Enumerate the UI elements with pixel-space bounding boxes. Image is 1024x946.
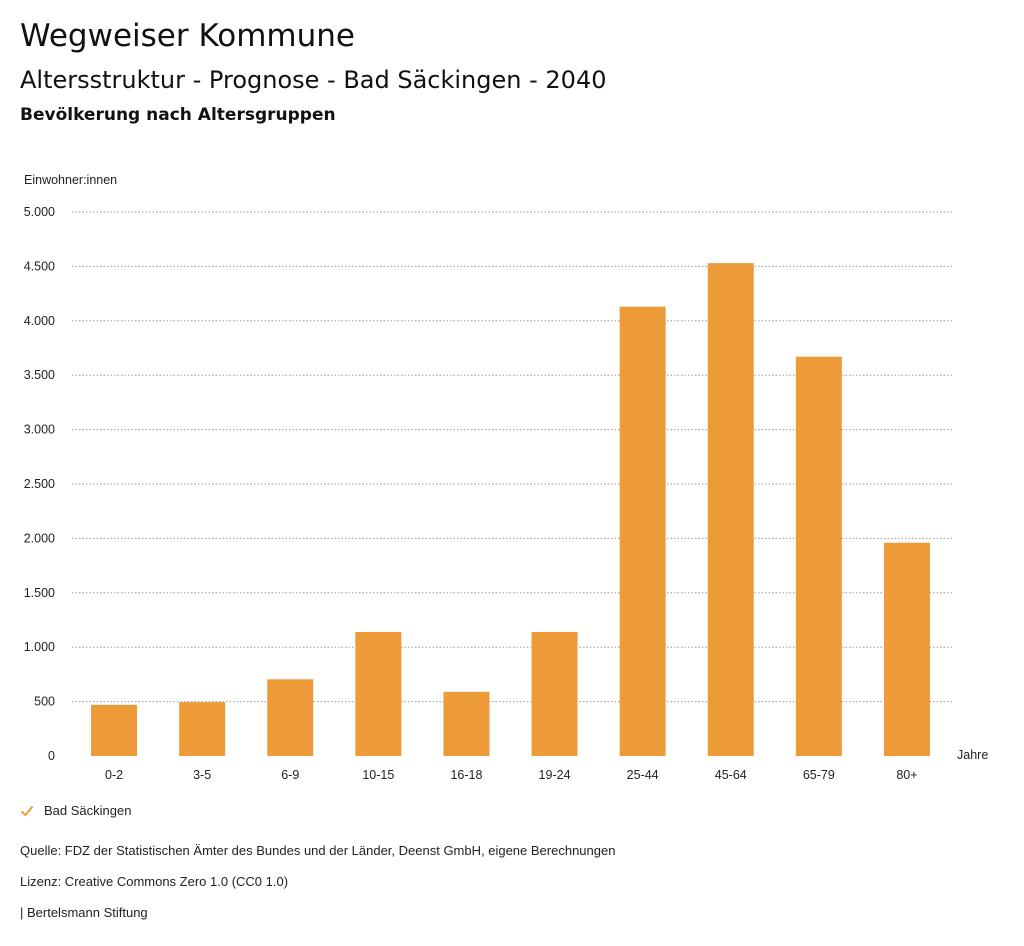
chart-subtitle: Bevölkerung nach Altersgruppen [20,105,336,125]
bar-45-64[interactable] [707,263,754,756]
x-tick-label: 6-9 [281,768,299,782]
x-tick-labels: 0-2 3-5 6-9 10-15 16-18 19-24 25-44 45-64 65-79 8… [105,768,918,782]
chart-title: Altersstruktur - Prognose - Bad Säckinge… [20,66,607,94]
publisher-note: | Bertelsmann Stiftung [20,905,148,920]
legend-label: Bad Säckingen [44,803,132,818]
legend[interactable]: Bad Säckingen [20,803,131,818]
x-tick-label: 16-18 [450,768,482,782]
bar-10-15[interactable] [355,631,402,756]
bar-19-24[interactable] [531,631,578,756]
x-tick-label: 3-5 [193,768,211,782]
license-note: Lizenz: Creative Commons Zero 1.0 (CC0 1… [20,874,289,889]
x-tick-label: 65-79 [803,768,835,782]
bar-0-2[interactable] [91,704,138,756]
y-tick-label: 500 [34,695,55,709]
x-tick-label: 19-24 [539,768,571,782]
x-axis-label: Jahre [957,748,988,762]
y-tick-label: 4.500 [24,259,55,273]
bar-65-79[interactable] [795,356,842,756]
y-tick-label: 0 [48,749,55,763]
bars[interactable] [91,263,930,756]
bar-chart: Einwohner:innen 0 500 1.000 1.500 2.000 2.500… [24,173,989,782]
bar-16-18[interactable] [443,691,490,756]
x-tick-label: 0-2 [105,768,123,782]
y-tick-label: 2.500 [24,477,55,491]
source-note: Quelle: FDZ der Statistischen Ämter des … [20,843,616,858]
y-tick-label: 3.000 [24,423,55,437]
x-tick-label: 10-15 [362,768,394,782]
y-tick-label: 5.000 [24,205,55,219]
page-title: Wegweiser Kommune [20,18,355,54]
y-tick-label: 4.000 [24,314,55,328]
y-axis-label: Einwohner:innen [24,173,117,187]
bar-25-44[interactable] [619,306,666,756]
x-tick-label: 45-64 [715,768,747,782]
y-tick-label: 1.000 [24,640,55,654]
y-tick-label: 3.500 [24,368,55,382]
bar-80+[interactable] [883,542,930,756]
check-icon [20,805,34,816]
y-tick-label: 2.000 [24,531,55,545]
x-tick-label: 80+ [896,768,917,782]
x-tick-label: 25-44 [627,768,659,782]
y-tick-labels: 0 500 1.000 1.500 2.000 2.500 3.000 3.500 4.000 4… [24,205,55,763]
bar-3-5[interactable] [179,702,226,756]
y-tick-label: 1.500 [24,586,55,600]
bar-6-9[interactable] [267,679,314,756]
